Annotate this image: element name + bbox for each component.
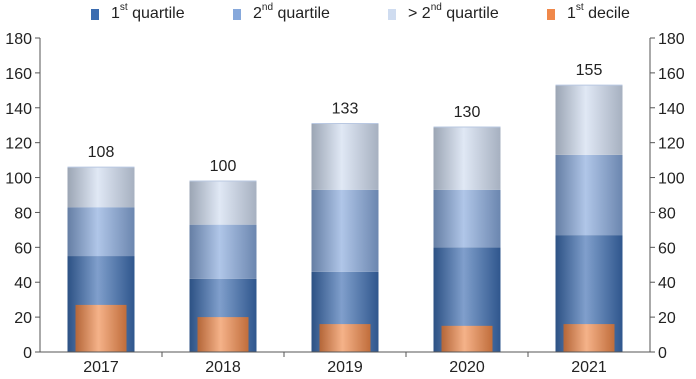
decile-bar-2017 [75,304,127,352]
bar-2018-series-2 [189,181,257,225]
decile-bar-2018 [197,317,249,352]
bars-layer [67,84,623,352]
left-y-tick-label-160: 160 [5,66,32,83]
legend-item-1st-quartile: 1st quartile [91,1,185,23]
total-label-2021: 155 [576,62,603,79]
legend-swatch-above-2nd-quartile [388,8,396,20]
right-y-tick-label-160: 160 [658,66,685,83]
x-tick-label-2021: 2021 [571,359,607,376]
legend-label-above-2nd-quartile: > 2nd quartile [408,1,499,22]
axes-layer [35,37,655,357]
legend-label-1st-decile: 1st decile [567,1,630,22]
x-tick-label-2019: 2019 [327,359,363,376]
bar-2019-series-1 [311,189,379,272]
right-y-tick-label-100: 100 [658,171,685,188]
decile-bar-2020 [441,325,493,352]
left-y-tick-label-80: 80 [14,205,32,222]
total-label-2018: 100 [210,158,237,175]
right-y-tick-label-20: 20 [658,310,676,327]
right-y-tick-label-180: 180 [658,31,685,48]
bar-2020-series-1 [433,189,501,248]
left-y-tick-label-180: 180 [5,31,32,48]
decile-bar-2021 [563,324,615,352]
right-y-tick-label-60: 60 [658,240,676,257]
legend-label-1st-quartile: 1st quartile [111,1,185,22]
left-y-tick-label-20: 20 [14,310,32,327]
left-y-tick-label-140: 140 [5,101,32,118]
legend-label-2nd-quartile: 2nd quartile [253,1,330,22]
legend-item-1st-decile: 1st decile [547,1,630,23]
right-y-tick-label-40: 40 [658,275,676,292]
legend-item-above-2nd-quartile: > 2nd quartile [388,1,499,23]
right-y-tick-label-140: 140 [658,101,685,118]
bar-2019-series-2 [311,123,379,190]
right-y-tick-label-0: 0 [658,345,667,362]
left-y-tick-label-60: 60 [14,240,32,257]
legend-swatch-1st-quartile [91,8,99,20]
bar-2018-series-1 [189,224,257,279]
legend-swatch-1st-decile [547,8,555,20]
bar-2021-series-1 [555,154,623,236]
bar-2020-series-2 [433,126,501,190]
total-label-2019: 133 [332,100,359,117]
left-y-tick-label-120: 120 [5,136,32,153]
decile-bar-2019 [319,324,371,352]
left-y-tick-label-40: 40 [14,275,32,292]
right-y-tick-label-120: 120 [658,136,685,153]
x-tick-label-2018: 2018 [205,359,241,376]
x-tick-label-2017: 2017 [83,359,119,376]
left-y-tick-label-100: 100 [5,171,32,188]
left-y-tick-label-0: 0 [23,345,32,362]
total-label-2017: 108 [88,144,115,161]
total-label-2020: 130 [454,104,481,121]
bar-2021-series-2 [555,85,623,155]
bar-2017-series-2 [67,167,135,208]
legend: 1st quartile 2nd quartile > 2nd quartile… [0,1,696,31]
right-y-tick-label-80: 80 [658,205,676,222]
bar-2017-series-1 [67,207,135,257]
legend-swatch-2nd-quartile [233,8,241,20]
legend-item-2nd-quartile: 2nd quartile [233,1,330,23]
x-tick-label-2020: 2020 [449,359,485,376]
